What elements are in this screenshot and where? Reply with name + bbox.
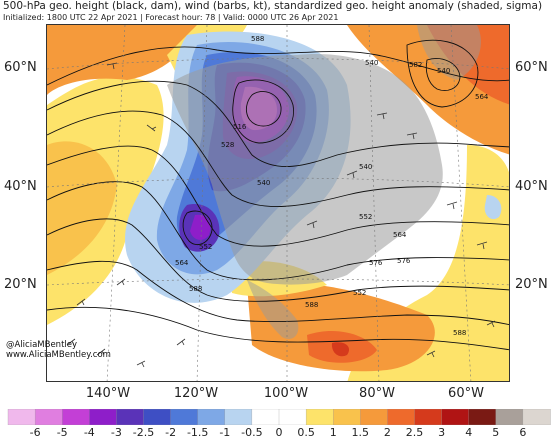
contour-label: 552 xyxy=(359,213,372,221)
colorbar-swatch xyxy=(278,409,307,425)
positive-anomaly-nw xyxy=(47,25,197,95)
colorbar-tick-label: -3 xyxy=(110,426,122,439)
colorbar-swatch xyxy=(224,409,253,425)
map-frame: 588 540 582 564 516 528 540 540 552 564 … xyxy=(46,24,510,382)
contour-label: 588 xyxy=(305,301,318,309)
contour-label: 552 xyxy=(199,243,212,251)
contour-label: 588 xyxy=(189,285,202,293)
lon-label-100w: 100°W xyxy=(263,386,309,401)
colorbar-swatch xyxy=(62,409,90,425)
colorbar-tick-label: 1 xyxy=(329,426,337,439)
credit-website: www.AliciaMBentley.com xyxy=(6,350,111,360)
contour-label: 540 xyxy=(437,67,450,75)
colorbar-tick-label: -1.5 xyxy=(186,426,209,439)
colorbar-swatch xyxy=(7,409,36,425)
colorbar-swatch xyxy=(468,409,497,425)
lat-label-60-left: 60°N xyxy=(4,60,37,75)
colorbar-tick-label: -0.5 xyxy=(241,426,263,439)
height-contours xyxy=(47,39,509,351)
credit-handle: @AliciaMBentley xyxy=(6,340,78,350)
contour-label: 516 xyxy=(233,123,247,131)
contour-label: 540 xyxy=(365,59,378,67)
colorbar-tick-label: 4 xyxy=(465,426,473,439)
colorbar-tick-label: 5 xyxy=(492,426,500,439)
colorbar-tick-label: -6 xyxy=(29,426,41,439)
colorbar-swatch xyxy=(34,409,63,425)
colorbar-tick-label: 6 xyxy=(519,426,527,439)
contour-label: 576 xyxy=(397,257,411,265)
mexico-land xyxy=(247,280,299,340)
contour-label: 588 xyxy=(251,35,264,43)
lon-label-60w: 60°W xyxy=(448,386,484,401)
colorbar-tick-label: -5 xyxy=(56,426,68,439)
lon-label-140w: 140°W xyxy=(85,386,131,401)
colorbar-swatch xyxy=(89,409,118,425)
colorbar-tick-label: 0.5 xyxy=(297,426,315,439)
colorbar-tick-label: 3 xyxy=(438,426,446,439)
negative-anomaly-sw-low-core xyxy=(190,214,211,240)
colorbar-swatch xyxy=(116,409,145,425)
contour-label: 540 xyxy=(257,179,270,187)
lon-label-120w: 120°W xyxy=(173,386,219,401)
contour-label: 564 xyxy=(393,231,407,239)
lat-label-60-right: 60°N xyxy=(515,60,548,75)
contour-label: 528 xyxy=(221,141,234,149)
contour-label: 564 xyxy=(175,259,189,267)
weather-map: 588 540 582 564 516 528 540 540 552 564 … xyxy=(47,25,509,381)
colorbar-swatch xyxy=(495,409,524,425)
colorbar-swatch xyxy=(197,409,226,425)
contour-label: 552 xyxy=(353,289,366,297)
colorbar-swatch xyxy=(360,409,389,425)
positive-anomaly-caribbean-max xyxy=(331,342,350,357)
north-america-land xyxy=(167,54,443,285)
positive-anomaly-east-pacific-core xyxy=(47,141,117,275)
colorbar xyxy=(7,409,551,425)
colorbar-tick-label: 2 xyxy=(383,426,391,439)
contour-label-group: 588 540 582 564 516 528 540 540 552 564 … xyxy=(175,35,489,337)
lat-label-20-left: 20°N xyxy=(4,277,37,292)
colorbar-tick-label: -2.5 xyxy=(132,426,155,439)
greenland-land xyxy=(417,25,481,80)
contour-label: 540 xyxy=(359,163,372,171)
chart-subtitle: Initialized: 1800 UTC 22 Apr 2021 | Fore… xyxy=(3,13,339,22)
contour-label: 564 xyxy=(475,93,489,101)
contour-label: 576 xyxy=(369,259,383,267)
colorbar-tick-label: 2.5 xyxy=(405,426,424,439)
contour-label: 588 xyxy=(453,329,466,337)
colorbar-swatch xyxy=(414,409,443,425)
lat-lon-grid xyxy=(47,25,509,381)
colorbar-tick-label: 0 xyxy=(275,426,283,439)
colorbar-swatch xyxy=(387,409,416,425)
contour-label: 582 xyxy=(409,61,422,69)
lat-label-40-right: 40°N xyxy=(515,179,548,194)
colorbar-tick-label: -4 xyxy=(83,426,95,439)
colorbar-swatch xyxy=(333,409,361,425)
colorbar-swatch xyxy=(305,409,334,425)
colorbar-swatch xyxy=(170,409,199,425)
positive-anomaly-caribbean xyxy=(247,282,435,372)
lon-label-80w: 80°W xyxy=(359,386,395,401)
colorbar-swatch xyxy=(522,409,551,425)
colorbar-tick-label: -1 xyxy=(219,426,231,439)
negative-anomaly-atlantic-small xyxy=(484,195,502,220)
wind-barbs xyxy=(66,62,496,368)
colorbar-tick-label: 1.5 xyxy=(351,426,370,439)
colorbar-swatch xyxy=(143,409,172,425)
colorbar-tick-label: -2 xyxy=(165,426,177,439)
lat-label-40-left: 40°N xyxy=(4,179,37,194)
lat-label-20-right: 20°N xyxy=(515,277,548,292)
colorbar-swatch xyxy=(251,409,280,425)
chart-title: 500-hPa geo. height (black, dam), wind (… xyxy=(3,0,543,12)
colorbar-swatch xyxy=(441,409,470,425)
